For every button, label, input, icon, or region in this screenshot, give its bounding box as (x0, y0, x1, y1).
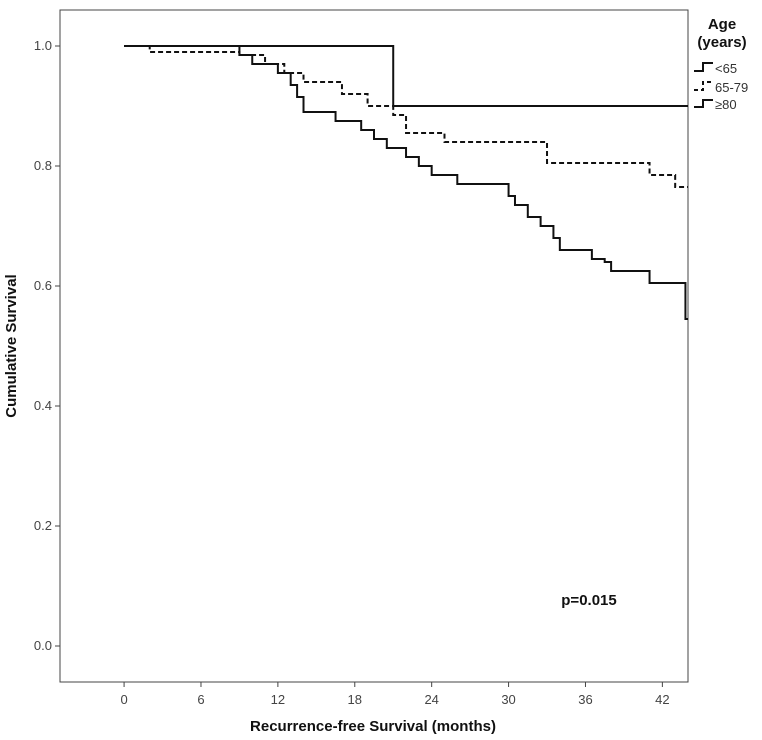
series-65-79-line (124, 45, 688, 188)
y-axis-title: Cumulative Survival (3, 274, 20, 417)
y-tick-label: 0.0 (34, 638, 52, 653)
legend-label-65-79: 65-79 (715, 80, 748, 95)
x-tick-label: 42 (655, 692, 669, 707)
x-tick-label: 0 (120, 692, 127, 707)
legend-symbol-under-65 (694, 62, 713, 72)
x-tick-label: 6 (197, 692, 204, 707)
legend-title-line2: (years) (697, 34, 746, 51)
x-tick-label: 24 (424, 692, 438, 707)
x-tick-label: 30 (501, 692, 515, 707)
plot-area (59, 9, 689, 683)
legend-item-65-79: 65-79 (694, 80, 748, 95)
y-tick-label: 0.8 (34, 158, 52, 173)
legend-item-80-plus: ≥80 (694, 97, 737, 112)
legend-label-under-65: <65 (715, 61, 737, 76)
x-tick-label: 36 (578, 692, 592, 707)
y-tick-label: 0.2 (34, 518, 52, 533)
legend-symbol-80-plus (694, 99, 713, 108)
y-tick-label: 1.0 (34, 38, 52, 53)
y-tick-label: 0.4 (34, 398, 52, 413)
legend-label-80-plus: ≥80 (715, 97, 737, 112)
series-under-65-line (124, 45, 688, 107)
x-tick-label: 18 (348, 692, 362, 707)
legend-symbol-65-79 (694, 81, 713, 91)
legend-item-under-65: <65 (694, 61, 737, 76)
p-value-annotation: p=0.015 (561, 592, 616, 609)
x-axis-title: Recurrence-free Survival (months) (250, 718, 496, 735)
x-tick-label: 12 (271, 692, 285, 707)
y-tick-label: 0.6 (34, 278, 52, 293)
legend-title-line1: Age (708, 16, 736, 33)
series-80-plus-line (124, 45, 688, 320)
